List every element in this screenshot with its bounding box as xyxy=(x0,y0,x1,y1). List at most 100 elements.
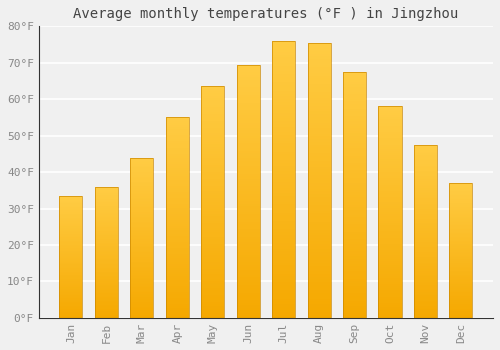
Bar xyxy=(166,172,189,174)
Bar xyxy=(378,278,402,280)
Bar xyxy=(272,85,295,88)
Bar xyxy=(95,192,118,193)
Bar xyxy=(95,188,118,189)
Bar xyxy=(95,259,118,260)
Bar xyxy=(308,222,330,224)
Bar xyxy=(272,301,295,304)
Bar xyxy=(414,193,437,195)
Bar xyxy=(130,226,154,228)
Bar xyxy=(166,182,189,184)
Bar xyxy=(450,288,472,289)
Bar xyxy=(450,261,472,262)
Bar xyxy=(130,172,154,174)
Bar xyxy=(343,102,366,104)
Bar xyxy=(95,240,118,242)
Bar xyxy=(343,190,366,192)
Bar xyxy=(450,195,472,197)
Bar xyxy=(308,304,330,307)
Bar xyxy=(130,315,154,316)
Bar xyxy=(378,276,402,278)
Bar xyxy=(450,252,472,253)
Bar xyxy=(166,244,189,246)
Bar xyxy=(378,191,402,193)
Bar xyxy=(450,246,472,248)
Bar xyxy=(166,232,189,234)
Bar xyxy=(378,193,402,195)
Bar xyxy=(414,166,437,167)
Bar xyxy=(236,244,260,247)
Bar xyxy=(272,202,295,204)
Bar xyxy=(130,241,154,243)
Bar xyxy=(60,212,82,213)
Bar xyxy=(343,202,366,205)
Bar xyxy=(308,153,330,155)
Bar xyxy=(201,195,224,197)
Bar xyxy=(60,281,82,282)
Bar xyxy=(166,206,189,208)
Bar xyxy=(236,158,260,161)
Bar xyxy=(130,262,154,264)
Bar xyxy=(308,81,330,84)
Bar xyxy=(414,178,437,180)
Bar xyxy=(414,226,437,228)
Bar xyxy=(60,197,82,198)
Bar xyxy=(272,77,295,80)
Bar xyxy=(343,72,366,74)
Bar xyxy=(95,251,118,252)
Bar xyxy=(450,291,472,292)
Bar xyxy=(272,144,295,146)
Bar xyxy=(166,117,189,119)
Bar xyxy=(201,286,224,288)
Bar xyxy=(272,163,295,166)
Bar xyxy=(450,254,472,256)
Bar xyxy=(414,183,437,184)
Bar xyxy=(378,208,402,210)
Bar xyxy=(450,217,472,218)
Bar xyxy=(60,215,82,217)
Bar xyxy=(414,294,437,295)
Bar xyxy=(95,313,118,314)
Bar xyxy=(166,119,189,121)
Bar xyxy=(95,254,118,255)
Bar xyxy=(236,128,260,131)
Bar xyxy=(60,254,82,256)
Bar xyxy=(95,315,118,317)
Bar xyxy=(378,111,402,113)
Bar xyxy=(130,260,154,262)
Bar xyxy=(450,197,472,198)
Bar xyxy=(60,310,82,312)
Bar xyxy=(166,220,189,222)
Bar xyxy=(308,299,330,301)
Bar xyxy=(130,312,154,313)
Bar xyxy=(343,200,366,202)
Bar xyxy=(130,198,154,199)
Bar xyxy=(166,230,189,232)
Bar xyxy=(272,315,295,318)
Bar xyxy=(236,138,260,141)
Bar xyxy=(414,244,437,245)
Bar xyxy=(60,270,82,272)
Bar xyxy=(60,201,82,202)
Bar xyxy=(450,245,472,246)
Bar xyxy=(201,248,224,251)
Bar xyxy=(450,260,472,261)
Bar xyxy=(166,180,189,182)
Bar xyxy=(378,145,402,147)
Bar xyxy=(308,266,330,268)
Bar xyxy=(201,290,224,293)
Bar xyxy=(236,211,260,214)
Bar xyxy=(450,275,472,276)
Bar xyxy=(414,247,437,248)
Bar xyxy=(95,193,118,195)
Bar xyxy=(378,210,402,212)
Bar xyxy=(130,292,154,294)
Bar xyxy=(414,264,437,266)
Bar xyxy=(450,271,472,272)
Bar xyxy=(414,299,437,301)
Bar xyxy=(378,280,402,282)
Bar xyxy=(130,183,154,185)
Bar xyxy=(414,223,437,224)
Bar xyxy=(236,181,260,184)
Bar xyxy=(166,310,189,312)
Bar xyxy=(378,307,402,309)
